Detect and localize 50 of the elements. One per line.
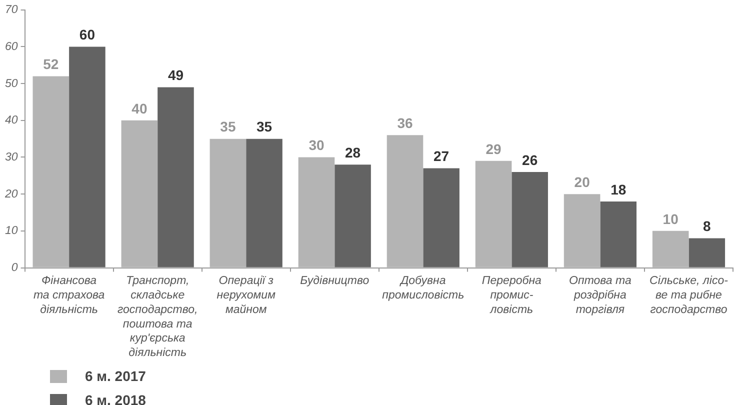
data-label: 26 (522, 152, 538, 168)
y-tick-label: 40 (4, 114, 18, 127)
bar (600, 201, 637, 268)
y-tick-label: 0 (11, 262, 18, 274)
y-tick-label: 60 (4, 40, 18, 53)
x-tick-label: Добувна промисловість (382, 275, 464, 302)
data-label: 35 (220, 118, 236, 135)
data-label: 28 (344, 144, 361, 160)
x-tick-label: Транспорт, складське господарство, поштова та кур'єрська діяльність (117, 275, 198, 360)
data-label: 35 (256, 118, 272, 135)
x-tick-label: Операції з нерухомим майном (216, 275, 276, 316)
x-tick-label: Будівництво (300, 275, 370, 288)
bar (475, 160, 512, 268)
y-tick-label: 10 (4, 225, 18, 238)
legend-label: 6 м. 2017 (85, 368, 146, 384)
x-tick-label: Фінансова та страхова діяльність (33, 275, 105, 316)
data-label: 8 (702, 218, 711, 234)
data-label: 29 (486, 140, 502, 157)
y-tick-label: 30 (4, 151, 18, 164)
data-label: 27 (434, 148, 450, 164)
bar (32, 76, 70, 268)
bar (158, 87, 194, 268)
bar (386, 135, 424, 268)
bar (121, 120, 158, 268)
bar (512, 172, 548, 268)
data-label: 20 (574, 174, 590, 190)
data-label: 60 (79, 26, 96, 43)
x-tick-label: Оптова та роздрібна торгівля (569, 275, 632, 316)
data-label: 30 (308, 137, 324, 154)
data-label: 10 (662, 210, 679, 227)
y-tick-label: 20 (4, 188, 18, 200)
x-tick-label: Переробна промис- ловість (482, 275, 542, 316)
x-tick-label: Сільське, лісо- ве та рибне господарство (650, 275, 728, 316)
data-label: 18 (610, 181, 626, 198)
bar (423, 168, 460, 268)
bar (246, 138, 282, 268)
bar (69, 46, 106, 268)
bar (688, 238, 726, 268)
bar (652, 230, 689, 268)
legend-label: 6 м. 2018 (85, 392, 146, 405)
bar (334, 164, 371, 268)
data-label: 40 (132, 100, 148, 116)
bar (564, 194, 600, 268)
y-tick-label: 50 (4, 78, 18, 90)
bar (298, 157, 335, 268)
data-label: 52 (43, 56, 59, 72)
data-label: 36 (397, 115, 414, 131)
y-tick-label: 70 (4, 4, 18, 16)
bar (210, 138, 246, 268)
data-label: 49 (168, 67, 184, 84)
